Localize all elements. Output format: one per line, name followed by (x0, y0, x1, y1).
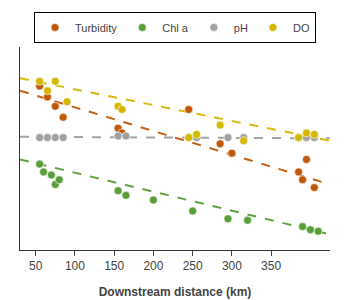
svg-text:150: 150 (104, 259, 124, 273)
svg-text:50: 50 (29, 259, 43, 273)
svg-text:pH: pH (234, 22, 248, 34)
svg-text:Turbidity: Turbidity (75, 22, 117, 34)
svg-text:DO: DO (293, 22, 310, 34)
svg-text:Chl a: Chl a (162, 22, 189, 34)
svg-text:350: 350 (261, 259, 281, 273)
svg-text:200: 200 (143, 259, 163, 273)
svg-text:250: 250 (183, 259, 203, 273)
svg-text:100: 100 (65, 259, 85, 273)
svg-text:Downstream distance (km): Downstream distance (km) (99, 285, 252, 299)
svg-text:300: 300 (222, 259, 242, 273)
